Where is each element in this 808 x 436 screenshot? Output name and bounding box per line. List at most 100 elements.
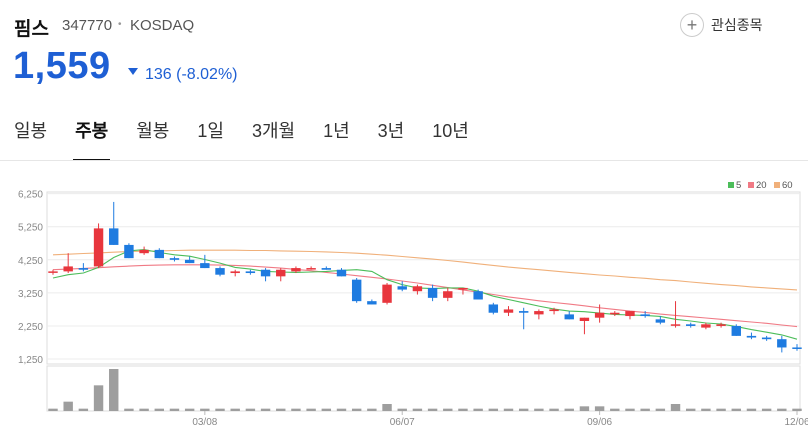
volume-bar <box>503 408 514 411</box>
volume-bar <box>397 408 407 411</box>
y-tick-label: 3,250 <box>18 289 43 300</box>
volume-bar <box>184 408 195 411</box>
current-price: 1,559 <box>13 45 111 87</box>
candle-body <box>610 312 620 315</box>
header-divider <box>0 160 808 161</box>
candle-body <box>139 249 149 254</box>
separator-dot: • <box>118 19 122 30</box>
candle-body <box>746 335 757 338</box>
candle-body <box>230 271 240 274</box>
down-arrow-icon <box>128 68 138 75</box>
volume-bar <box>124 408 134 411</box>
volume-bar <box>579 406 590 411</box>
volume-bar <box>716 408 726 411</box>
tab-monthly[interactable]: 월봉 <box>136 121 170 141</box>
volume-bar <box>488 408 499 411</box>
volume-bar <box>336 408 347 411</box>
y-tick-label: 4,250 <box>18 256 43 267</box>
candle-body <box>443 291 453 298</box>
candle-body <box>670 324 681 326</box>
volume-bar <box>549 408 559 411</box>
volume-bar <box>731 408 741 411</box>
candle-body <box>169 258 180 260</box>
volume-bar <box>427 408 438 411</box>
legend-label: 5 <box>736 180 741 191</box>
candle-body <box>640 314 650 317</box>
add-watchlist-button[interactable]: + 관심종목 <box>680 13 763 37</box>
candle-body <box>184 259 195 264</box>
candle-body <box>321 268 332 270</box>
volume-bar <box>215 408 225 411</box>
tab-daily[interactable]: 일봉 <box>14 121 48 141</box>
volume-bar <box>78 408 89 411</box>
candle-body <box>473 291 483 300</box>
candle-body <box>777 339 787 348</box>
volume-bar <box>610 408 620 411</box>
volume-bar <box>640 408 650 411</box>
candle-body <box>412 286 423 292</box>
volume-bar <box>291 408 301 411</box>
candle-body <box>716 324 726 326</box>
candle-body <box>351 279 362 302</box>
volume-bar <box>670 404 681 411</box>
candle-body <box>503 309 514 313</box>
candle-body <box>761 337 772 340</box>
y-tick-label: 1,250 <box>18 355 43 366</box>
tab-1year[interactable]: 1년 <box>323 121 350 141</box>
candle-body <box>154 249 164 259</box>
volume-bar <box>564 408 574 411</box>
ma5-line <box>52 249 798 340</box>
y-tick-label: 6,250 <box>18 190 43 201</box>
candle-body <box>625 311 635 317</box>
tab-3month[interactable]: 3개월 <box>251 121 296 141</box>
legend-label: 60 <box>782 180 793 191</box>
tab-3year[interactable]: 3년 <box>377 121 405 141</box>
volume-bar <box>139 408 149 411</box>
volume-bar <box>169 408 180 411</box>
volume-bar <box>746 408 757 411</box>
volume-bar <box>109 369 119 411</box>
volume-bar <box>367 408 377 411</box>
candle-body <box>200 263 210 269</box>
volume-bar <box>701 408 711 411</box>
price-plot-frame <box>46 191 801 365</box>
candle-body <box>93 228 104 267</box>
volume-bar <box>260 408 271 411</box>
x-tick-label: 09/06 <box>587 417 612 428</box>
candle-body <box>109 228 119 245</box>
candle-body <box>397 286 407 290</box>
candle-body <box>534 311 544 315</box>
legend-swatch <box>774 182 780 188</box>
volume-bar <box>777 408 787 411</box>
candle-body <box>336 269 347 277</box>
stock-code: 347770 <box>62 17 113 34</box>
volume-bar <box>230 408 240 411</box>
period-tabs: 일봉 주봉 월봉 1일 3개월 1년 3년 10년 <box>14 117 497 161</box>
candle-body <box>594 312 605 318</box>
legend-swatch <box>748 182 754 188</box>
x-tick-label: 06/07 <box>390 417 415 428</box>
candle-body <box>367 301 377 305</box>
tab-10year[interactable]: 10년 <box>432 121 469 141</box>
candle-body <box>245 271 256 274</box>
candle-body <box>564 314 574 320</box>
price-change: 136 (-8.02%) <box>145 66 238 83</box>
ma60-line <box>52 249 798 291</box>
volume-bar <box>655 408 666 411</box>
candle-body <box>488 304 499 313</box>
candle-body <box>306 268 316 270</box>
tab-weekly[interactable]: 주봉 <box>73 117 111 161</box>
volume-bar <box>792 408 802 411</box>
volume-bar <box>200 408 210 411</box>
y-tick-label: 5,250 <box>18 223 43 234</box>
volume-bar <box>306 408 316 411</box>
candle-body <box>731 325 741 336</box>
candle-body <box>427 287 438 298</box>
plus-icon: + <box>680 13 704 37</box>
volume-bar <box>473 408 483 411</box>
volume-bar <box>245 408 256 411</box>
candle-body <box>260 269 271 277</box>
weekly-candlestick-chart: 1,250 2,250 3,250 4,250 5,250 6,250 03/08 06/07… <box>18 180 808 428</box>
tab-1day[interactable]: 1일 <box>197 121 224 141</box>
y-tick-label: 2,250 <box>18 322 43 333</box>
